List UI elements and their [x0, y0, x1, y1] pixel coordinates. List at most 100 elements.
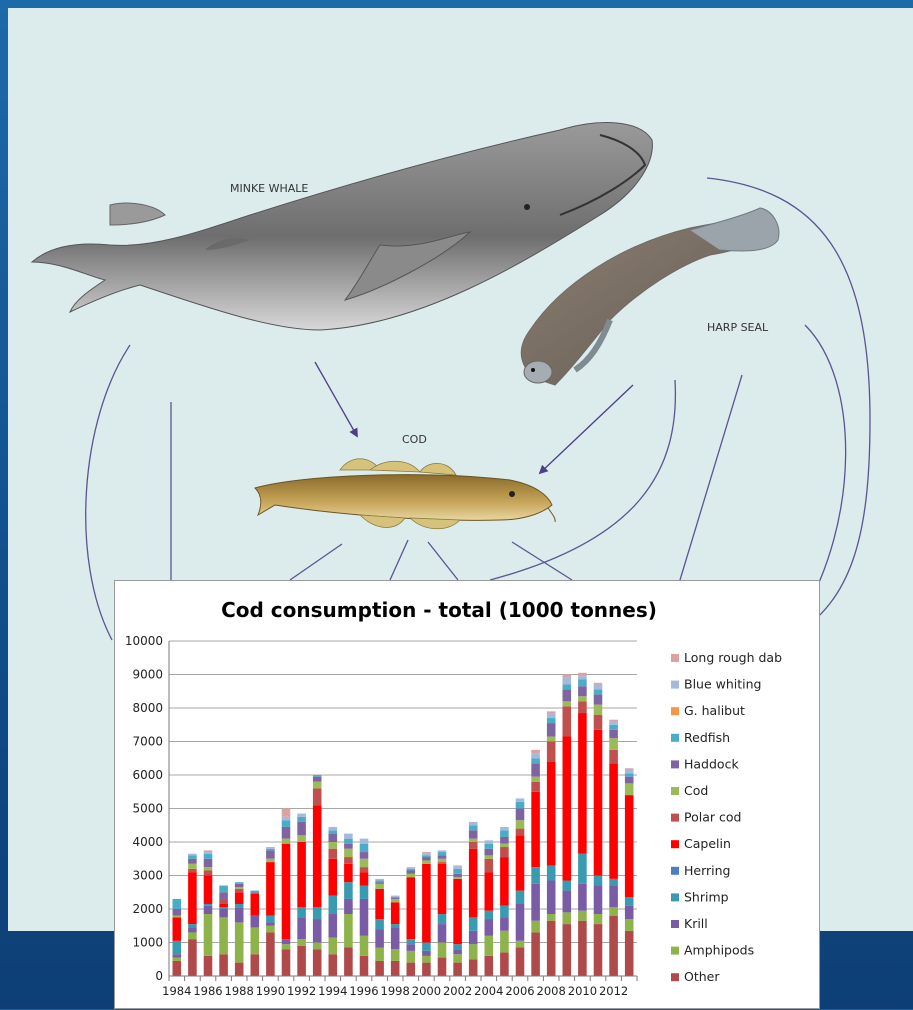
bar-segment	[375, 883, 384, 889]
bar-segment	[500, 952, 509, 976]
legend-swatch	[671, 946, 679, 955]
bar-segment	[219, 892, 228, 899]
bar-segment	[484, 858, 494, 873]
bar-segment	[281, 816, 291, 821]
bar-segment	[312, 781, 322, 789]
bar-segment	[359, 955, 369, 976]
bar-segment	[484, 919, 494, 936]
bar-segment	[624, 795, 634, 898]
bar-segment	[234, 922, 244, 963]
bar-segment	[219, 885, 228, 893]
y-tick-label: 3000	[132, 869, 163, 883]
bar-segment	[624, 919, 634, 931]
bar-segment	[453, 877, 462, 879]
legend-swatch	[671, 733, 679, 742]
bar-segment	[546, 914, 556, 921]
bar-segment	[562, 684, 572, 690]
bar-segment	[500, 857, 509, 906]
legend-swatch	[671, 920, 679, 928]
bar-segment	[422, 942, 431, 951]
bar-segment	[500, 843, 509, 848]
bar-segment	[578, 713, 587, 854]
bar-segment	[609, 885, 618, 908]
chart-axes	[168, 641, 638, 981]
bar-segment	[531, 753, 540, 759]
bar-segment	[281, 826, 291, 839]
bar-segment	[234, 903, 244, 908]
bar-segment	[234, 907, 244, 923]
bar-segment	[250, 890, 260, 893]
bar-segment	[297, 813, 306, 817]
bar-segment	[468, 848, 478, 918]
y-tick-label: 5000	[132, 802, 163, 816]
bar-segment	[453, 868, 462, 874]
bar-segment	[312, 776, 322, 782]
bar-segment	[250, 893, 260, 916]
bar-segment	[328, 842, 338, 849]
legend-label: G. halibut	[684, 703, 745, 718]
food-web-lines	[85, 177, 871, 641]
bar-segment	[203, 850, 213, 853]
bar-segment	[484, 872, 494, 911]
bar-segment	[203, 914, 213, 956]
bar-segment	[203, 853, 213, 859]
bar-segment	[328, 937, 338, 955]
bar-segment	[515, 940, 525, 948]
bar-segment	[234, 887, 244, 889]
bar-segment	[453, 944, 462, 950]
bar-segment	[437, 862, 447, 864]
bar-segment	[312, 942, 322, 950]
bar-segment	[234, 888, 244, 893]
bar-segment	[172, 960, 182, 976]
harp-seal-label: HARP SEAL	[707, 321, 769, 334]
bar-segment	[562, 924, 572, 976]
x-tick-label: 1986	[193, 984, 222, 998]
bar-segment	[203, 870, 213, 876]
bar-segment	[515, 903, 525, 941]
bar-segment	[422, 955, 431, 963]
bar-segment	[172, 917, 182, 941]
bar-segment	[437, 863, 447, 915]
bar-segment	[203, 955, 213, 976]
bar-segment	[203, 852, 213, 854]
bar-segment	[250, 915, 260, 928]
bar-segment	[281, 949, 291, 976]
bar-segment	[624, 905, 634, 920]
bar-segment	[172, 954, 182, 958]
legend-label: Shrimp	[684, 889, 729, 904]
bar-segment	[406, 867, 416, 869]
bar-segment	[188, 924, 197, 928]
bar-segment	[188, 863, 197, 869]
bar-segment	[437, 914, 447, 925]
bar-segment	[593, 914, 603, 925]
bar-segment	[281, 944, 291, 950]
bar-segment	[515, 890, 525, 904]
bar-segment	[593, 875, 603, 886]
bar-segment	[297, 917, 306, 940]
y-tick-label: 4000	[132, 835, 163, 849]
bar-segment	[344, 863, 353, 883]
bar-segment	[172, 940, 182, 955]
bar-segment	[359, 885, 369, 899]
y-axis-ticks: 0 1000 2000 3000 4000 5000 6000 7000 8000 9000 100…	[125, 634, 163, 983]
bar-segment	[562, 880, 572, 891]
bar-segment	[297, 835, 306, 842]
bar-segment	[406, 944, 416, 951]
x-tick-label: 2004	[474, 984, 503, 998]
bar-segment	[593, 729, 603, 876]
minke-whale-label: MINKE WHALE	[230, 182, 308, 195]
bar-segment	[188, 868, 197, 873]
bar-segment	[609, 721, 618, 725]
legend-label: Polar cod	[684, 810, 741, 825]
bar-segment	[422, 950, 431, 956]
bar-segment	[531, 763, 540, 777]
bar-segment	[266, 932, 275, 976]
bar-segment	[531, 791, 540, 868]
bar-segment	[203, 867, 213, 871]
bar-segment	[297, 907, 306, 918]
bar-segment	[312, 775, 322, 777]
bar-segment	[390, 927, 400, 950]
legend-label: Amphipods	[684, 943, 754, 958]
